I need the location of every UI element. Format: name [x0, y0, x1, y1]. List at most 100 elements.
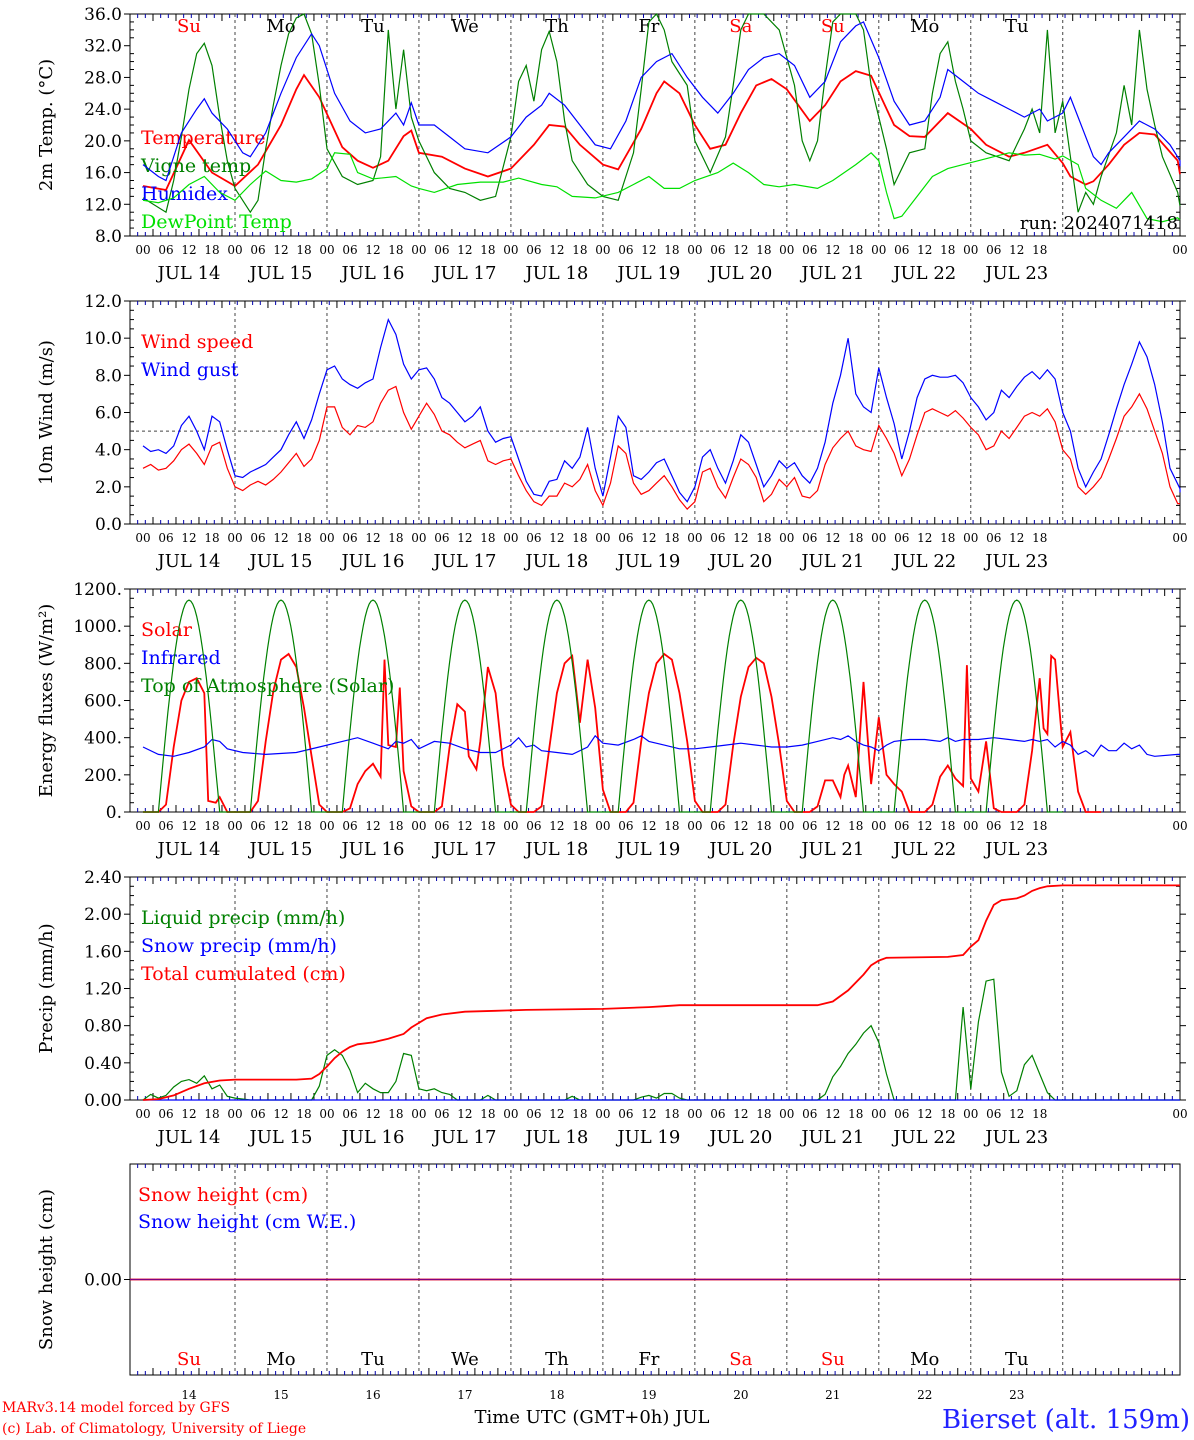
- x-tick-label: 18: [480, 243, 495, 257]
- y-tick-label: 0.00: [84, 1091, 122, 1111]
- weekday-label: Mo: [266, 16, 295, 37]
- x-tick-label: 18: [480, 1107, 495, 1121]
- y-tick-label: 0.0: [95, 515, 122, 535]
- x-tick-label: 18: [1032, 531, 1047, 545]
- y-tick-label: 8.0: [95, 227, 122, 247]
- x-tick-label: 00: [135, 1107, 150, 1121]
- x-tick-label: 00: [411, 1107, 426, 1121]
- series-line-wind-gust: [142, 317, 1181, 503]
- x-tick-label: 00: [503, 1107, 518, 1121]
- date-label: JUL 22: [891, 551, 956, 572]
- x-tick-label: 12: [457, 819, 472, 833]
- x-tick-label: 06: [526, 819, 541, 833]
- panel-1: 8.0 12.0 16.0 20.0 24.0 28.0 32.0 36.0 2m Temp. …: [36, 5, 1188, 284]
- date-label: JUL 22: [891, 1127, 956, 1148]
- x-tick-label: 18: [572, 243, 587, 257]
- y-tick-label: 6.0: [95, 404, 122, 424]
- x-tick-label: 06: [342, 531, 357, 545]
- x-tick-label: 12: [641, 243, 656, 257]
- x-tick-label: 06: [342, 243, 357, 257]
- day-number-label: 21: [825, 1388, 840, 1402]
- x-tick-label: 06: [894, 819, 909, 833]
- x-tick-label: 12: [917, 1107, 932, 1121]
- y-tick-label: 1200.: [73, 580, 122, 600]
- x-tick-label: 12: [549, 531, 564, 545]
- x-tick-label: 06: [342, 1107, 357, 1121]
- x-tick-label: 06: [802, 531, 817, 545]
- station-label: Bierset (alt. 159m): [942, 1405, 1190, 1435]
- x-tick-label: 12: [273, 531, 288, 545]
- panel-2: 0.0 2.0 4.0 6.0 8.0 10.0 12.0 10m Wind (m/s) 00 0…: [36, 292, 1188, 572]
- date-label: JUL 14: [156, 839, 221, 860]
- x-tick-label: 06: [158, 1107, 173, 1121]
- x-tick-label: 12: [825, 1107, 840, 1121]
- legend-entry: Humidex: [141, 183, 228, 205]
- weekday-label: Th: [545, 16, 569, 37]
- x-tick-label: 18: [756, 243, 771, 257]
- x-tick-label: 18: [572, 531, 587, 545]
- x-tick-label: 12: [1009, 1107, 1024, 1121]
- weekday-label: Su: [177, 16, 201, 37]
- x-tick-label: 00: [871, 1107, 886, 1121]
- x-tick-label: 12: [365, 1107, 380, 1121]
- date-label: JUL 19: [615, 551, 680, 572]
- x-tick-label: 12: [273, 1107, 288, 1121]
- x-tick-label: 12: [181, 243, 196, 257]
- x-tick-label: 12: [825, 243, 840, 257]
- y-axis-label: Snow height (cm): [36, 1189, 57, 1350]
- panel-4: 0.00 0.40 0.80 1.20 1.60 2.00 2.40 Precip (mm/h…: [36, 868, 1188, 1148]
- date-label: JUL 14: [156, 551, 221, 572]
- legend-entry: Vigne temp: [140, 155, 251, 177]
- date-label: JUL 18: [523, 839, 588, 860]
- x-tick-label: 06: [526, 531, 541, 545]
- date-label: JUL 17: [431, 839, 496, 860]
- x-tick-label: 06: [434, 1107, 449, 1121]
- x-tick-label: 18: [296, 819, 311, 833]
- weekday-label: Fr: [638, 16, 659, 37]
- y-tick-label: 600.: [84, 692, 122, 712]
- y-tick-label: 0.80: [84, 1017, 122, 1037]
- x-tick-label: 12: [733, 531, 748, 545]
- x-tick-label: 06: [894, 531, 909, 545]
- date-label: JUL 20: [707, 551, 772, 572]
- x-tick-label: 00: [963, 819, 978, 833]
- x-tick-label: 00: [227, 819, 242, 833]
- x-tick-label: 00: [871, 243, 886, 257]
- day-number-label: 17: [457, 1388, 472, 1402]
- x-tick-label: 18: [204, 243, 219, 257]
- weekday-label: Mo: [910, 16, 939, 37]
- date-label: JUL 16: [339, 551, 404, 572]
- x-tick-label: 12: [549, 1107, 564, 1121]
- x-tick-label: 12: [733, 1107, 748, 1121]
- x-tick-label: 06: [618, 531, 633, 545]
- x-tick-label: 06: [710, 531, 725, 545]
- weekday-label: Tu: [1005, 1349, 1029, 1370]
- y-tick-label: 1.60: [84, 942, 122, 962]
- x-tick-label: 12: [641, 531, 656, 545]
- x-tick-label: 12: [1009, 531, 1024, 545]
- day-number-label: 16: [365, 1388, 380, 1402]
- x-tick-label: 12: [825, 819, 840, 833]
- x-tick-label: 00: [871, 819, 886, 833]
- x-tick-label: 18: [940, 819, 955, 833]
- date-label: JUL 22: [891, 263, 956, 284]
- date-label: JUL 20: [707, 839, 772, 860]
- x-tick-label: 00: [227, 1107, 242, 1121]
- legend-entry: Wind speed: [141, 331, 253, 353]
- run-label: run: 2024071418: [1020, 213, 1178, 234]
- series-line-top-of-atmosphere-solar-: [143, 599, 1063, 813]
- x-tick-label: 06: [250, 531, 265, 545]
- plot-frame: [129, 1163, 1181, 1376]
- day-number-label: 14: [181, 1388, 197, 1402]
- x-tick-label: 06: [434, 819, 449, 833]
- x-tick-label: 06: [158, 531, 173, 545]
- y-tick-label: 0.: [106, 803, 122, 823]
- x-tick-label: 18: [756, 531, 771, 545]
- date-label: JUL 17: [431, 1127, 496, 1148]
- y-axis-label: 10m Wind (m/s): [36, 340, 57, 485]
- x-tick-label: 06: [250, 243, 265, 257]
- x-tick-label: 18: [664, 819, 679, 833]
- x-tick-label: 00: [1172, 1107, 1187, 1121]
- date-label: JUL 23: [983, 1127, 1048, 1148]
